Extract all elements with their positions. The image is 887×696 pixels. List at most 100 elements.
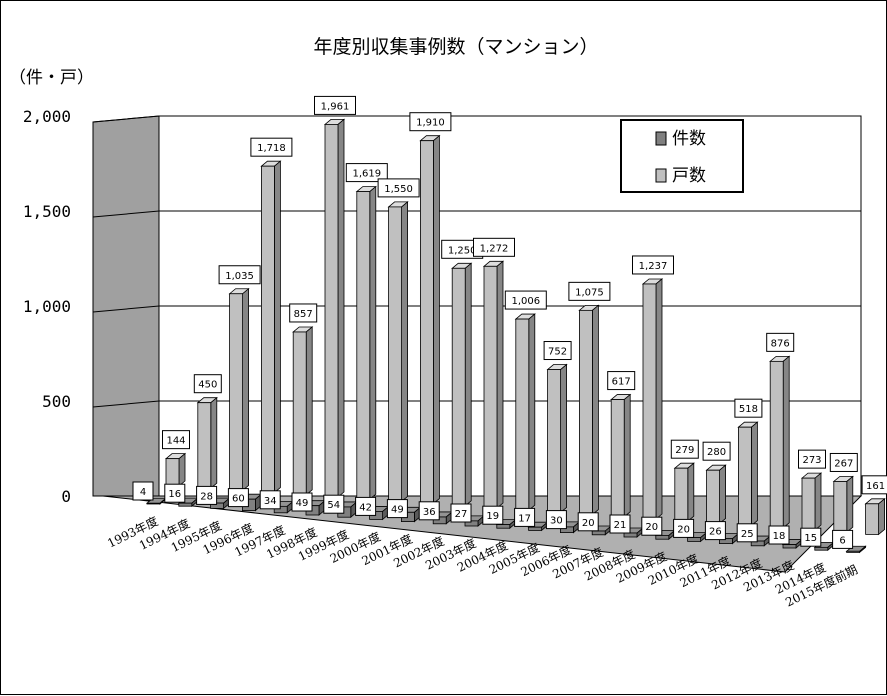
svg-text:15: 15 bbox=[804, 533, 817, 544]
svg-text:144: 144 bbox=[166, 436, 185, 447]
data-label-count: 26 bbox=[704, 521, 726, 541]
y-tick-label: 0 bbox=[61, 487, 71, 506]
svg-text:54: 54 bbox=[327, 500, 340, 511]
svg-text:876: 876 bbox=[771, 338, 790, 349]
data-label-count: 6 bbox=[832, 529, 854, 549]
svg-text:28: 28 bbox=[200, 491, 213, 502]
data-label-count: 54 bbox=[323, 494, 345, 514]
svg-text:49: 49 bbox=[296, 498, 309, 509]
y-tick-label: 1,000 bbox=[23, 297, 71, 316]
bar-units bbox=[228, 287, 250, 492]
bar-units bbox=[800, 472, 823, 531]
data-label-count: 4 bbox=[132, 481, 154, 501]
legend-swatch-units bbox=[655, 168, 667, 183]
bar-units bbox=[196, 396, 218, 490]
data-label-units: 161 bbox=[861, 475, 887, 495]
data-label-units: 280 bbox=[702, 441, 731, 461]
bar-units bbox=[514, 313, 536, 512]
svg-text:1,035: 1,035 bbox=[225, 271, 254, 282]
data-label-units: 1,550 bbox=[377, 178, 420, 198]
data-label-count: 30 bbox=[545, 510, 567, 530]
bar-units bbox=[546, 363, 568, 514]
legend-label-units: 戸数 bbox=[672, 166, 706, 186]
svg-text:450: 450 bbox=[198, 380, 217, 391]
bar-units bbox=[769, 355, 791, 529]
data-label-count: 18 bbox=[768, 525, 790, 545]
data-label-count: 27 bbox=[450, 503, 472, 523]
data-label-count: 28 bbox=[196, 485, 218, 505]
svg-text:4: 4 bbox=[140, 487, 146, 498]
svg-text:18: 18 bbox=[773, 531, 786, 542]
svg-text:857: 857 bbox=[294, 309, 313, 320]
data-label-count: 49 bbox=[386, 499, 408, 519]
svg-text:60: 60 bbox=[232, 494, 245, 505]
svg-text:1,718: 1,718 bbox=[257, 143, 286, 154]
svg-text:25: 25 bbox=[741, 529, 754, 540]
bar-units bbox=[292, 326, 314, 496]
bar-units bbox=[832, 475, 854, 534]
data-label-units: 1,272 bbox=[473, 237, 515, 257]
svg-text:1,075: 1,075 bbox=[575, 287, 604, 298]
svg-text:6: 6 bbox=[839, 535, 845, 546]
gridline-side bbox=[92, 400, 160, 408]
data-label-units: 752 bbox=[543, 341, 572, 361]
data-label-units: 1,250 bbox=[441, 239, 484, 259]
svg-text:27: 27 bbox=[455, 509, 468, 520]
bar-units bbox=[387, 201, 409, 503]
bar-units bbox=[641, 278, 664, 520]
legend: 件数 戸数 bbox=[620, 119, 744, 193]
bar-units bbox=[482, 260, 505, 509]
svg-text:20: 20 bbox=[677, 524, 690, 535]
data-label-count: 21 bbox=[609, 514, 631, 534]
svg-text:752: 752 bbox=[548, 347, 567, 358]
y-axis-label: （件・戸） bbox=[9, 68, 94, 88]
svg-text:617: 617 bbox=[612, 377, 631, 388]
data-label-units: 1,006 bbox=[504, 290, 547, 310]
data-label-count: 15 bbox=[800, 527, 822, 547]
data-label-count: 36 bbox=[418, 501, 440, 521]
svg-text:20: 20 bbox=[582, 518, 595, 529]
data-label-count: 20 bbox=[641, 516, 663, 536]
bar-count bbox=[845, 545, 867, 554]
legend-box bbox=[620, 119, 744, 193]
svg-text:21: 21 bbox=[614, 520, 627, 531]
svg-text:17: 17 bbox=[518, 513, 531, 524]
svg-text:1,619: 1,619 bbox=[352, 169, 381, 180]
data-label-units: 857 bbox=[289, 303, 318, 323]
data-label-units: 279 bbox=[670, 439, 699, 459]
gridline-side bbox=[92, 305, 160, 313]
data-label-units: 1,961 bbox=[314, 95, 356, 115]
bar-units bbox=[323, 118, 346, 498]
y-ticks: 0 500 1,000 1,500 2,000 bbox=[23, 107, 71, 506]
svg-text:16: 16 bbox=[168, 489, 181, 500]
side-wall bbox=[92, 115, 160, 497]
bar-units bbox=[260, 160, 282, 494]
svg-text:49: 49 bbox=[391, 505, 404, 516]
data-label-units: 1,619 bbox=[345, 163, 388, 183]
legend-swatch-count bbox=[655, 131, 667, 146]
bar-units bbox=[705, 464, 727, 525]
data-label-units: 1,910 bbox=[409, 112, 452, 132]
data-label-count: 17 bbox=[514, 507, 536, 527]
svg-text:280: 280 bbox=[707, 447, 726, 458]
bar-units bbox=[864, 497, 886, 536]
data-label-count: 20 bbox=[673, 518, 695, 538]
data-label-units: 1,075 bbox=[568, 281, 611, 301]
svg-text:34: 34 bbox=[264, 496, 277, 507]
bar-units bbox=[610, 393, 632, 518]
gridline-side bbox=[92, 115, 160, 123]
svg-text:1,550: 1,550 bbox=[384, 184, 413, 195]
svg-text:1,237: 1,237 bbox=[639, 261, 668, 272]
data-label-count: 49 bbox=[291, 492, 313, 512]
data-label-count: 16 bbox=[164, 483, 186, 503]
data-label-count: 25 bbox=[736, 523, 758, 543]
svg-text:36: 36 bbox=[423, 507, 436, 518]
data-label-count: 20 bbox=[577, 512, 599, 532]
data-label-units: 1,718 bbox=[250, 137, 293, 157]
bar-units bbox=[578, 304, 600, 516]
data-label-units: 144 bbox=[162, 430, 190, 450]
data-label-units: 617 bbox=[607, 371, 636, 391]
svg-text:42: 42 bbox=[359, 502, 372, 513]
